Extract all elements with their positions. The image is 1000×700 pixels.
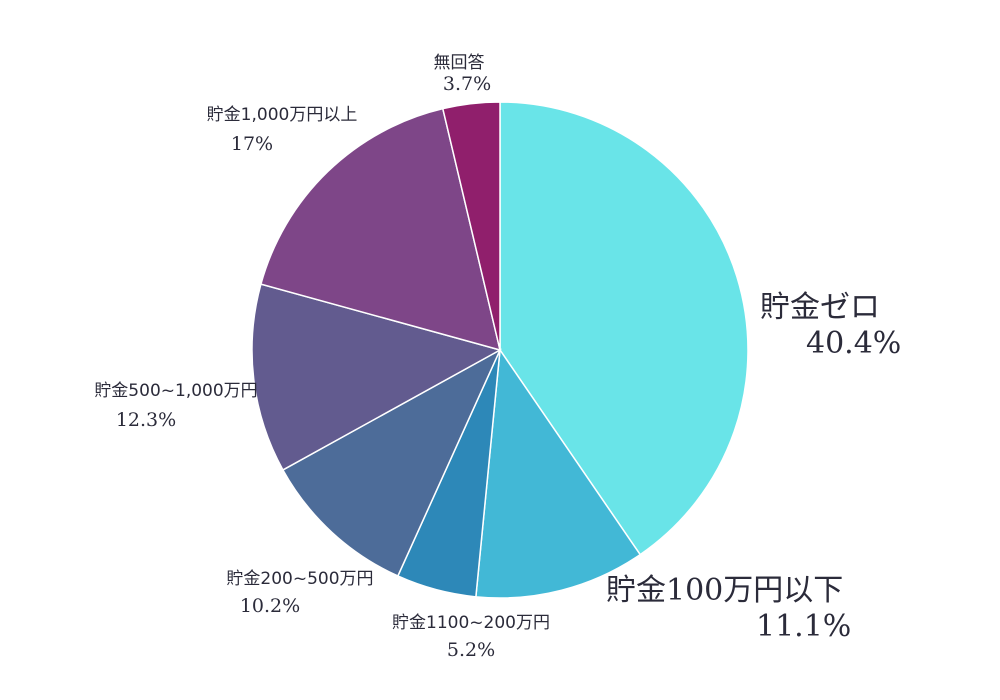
slice-category-1: 貯金100万円以下 <box>606 573 844 608</box>
slice-percent-2: 5.2% <box>446 639 496 661</box>
slice-category-5: 貯金1,000万円以上 <box>206 105 358 125</box>
slice-label-0: 貯金ゼロ 40.4% <box>760 282 901 361</box>
pie-slices <box>251 101 749 599</box>
slice-percent-6: 3.7% <box>442 73 492 95</box>
pie-slice-1 <box>475 347 642 599</box>
slice-category-6: 無回答 <box>433 53 485 73</box>
slice-label-2: 貯金1100~200万円 5.2% <box>376 608 566 661</box>
slice-category-0: 貯金ゼロ <box>760 290 880 325</box>
pie-slice-3 <box>281 348 502 577</box>
slice-percent-4: 12.3% <box>115 409 177 431</box>
pie-slice-5 <box>259 107 502 352</box>
slice-percent-0: 40.4% <box>806 326 902 361</box>
slice-label-1: 貯金100万円以下 11.1% <box>606 565 851 644</box>
slice-label-6: 無回答 3.7% <box>412 48 522 95</box>
slice-category-3: 貯金200~500万円 <box>226 569 374 589</box>
slice-percent-5: 17% <box>230 133 274 155</box>
pie-slice-6 <box>441 101 501 351</box>
slice-category-4: 貯金500~1,000万円 <box>94 381 258 401</box>
slice-label-3: 貯金200~500万円 10.2% <box>210 564 390 617</box>
slice-category-2: 貯金1100~200万円 <box>392 613 550 633</box>
slice-label-4: 貯金500~1,000万円 12.3% <box>76 376 276 431</box>
slice-label-5: 貯金1,000万円以上 17% <box>182 100 382 155</box>
pie-slice-4 <box>251 283 502 471</box>
slice-percent-1: 11.1% <box>756 609 852 644</box>
slice-percent-3: 10.2% <box>239 595 301 617</box>
pie-slice-0 <box>499 101 749 556</box>
